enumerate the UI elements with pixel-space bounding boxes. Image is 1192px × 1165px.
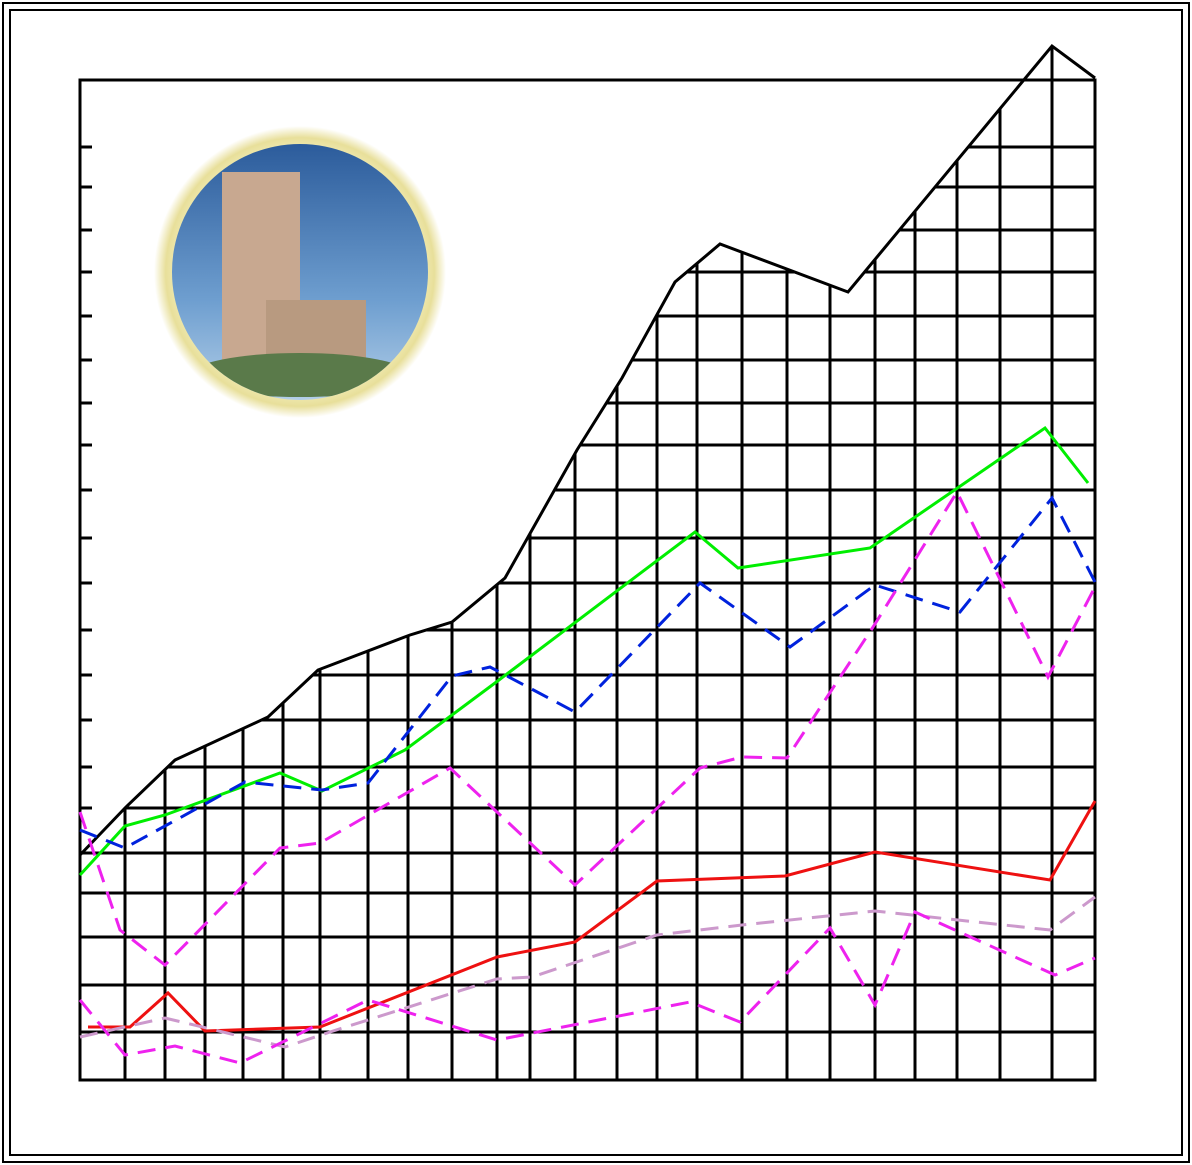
series-line — [78, 488, 1097, 968]
series-line — [79, 895, 1096, 1049]
plot — [78, 43, 1097, 1082]
inner-frame — [9, 9, 1183, 1156]
series-line — [88, 800, 1097, 1033]
outline — [78, 43, 1096, 857]
series-line — [79, 495, 1097, 850]
series-line — [78, 910, 1096, 1065]
logo — [154, 126, 446, 418]
series-line — [78, 425, 1090, 877]
